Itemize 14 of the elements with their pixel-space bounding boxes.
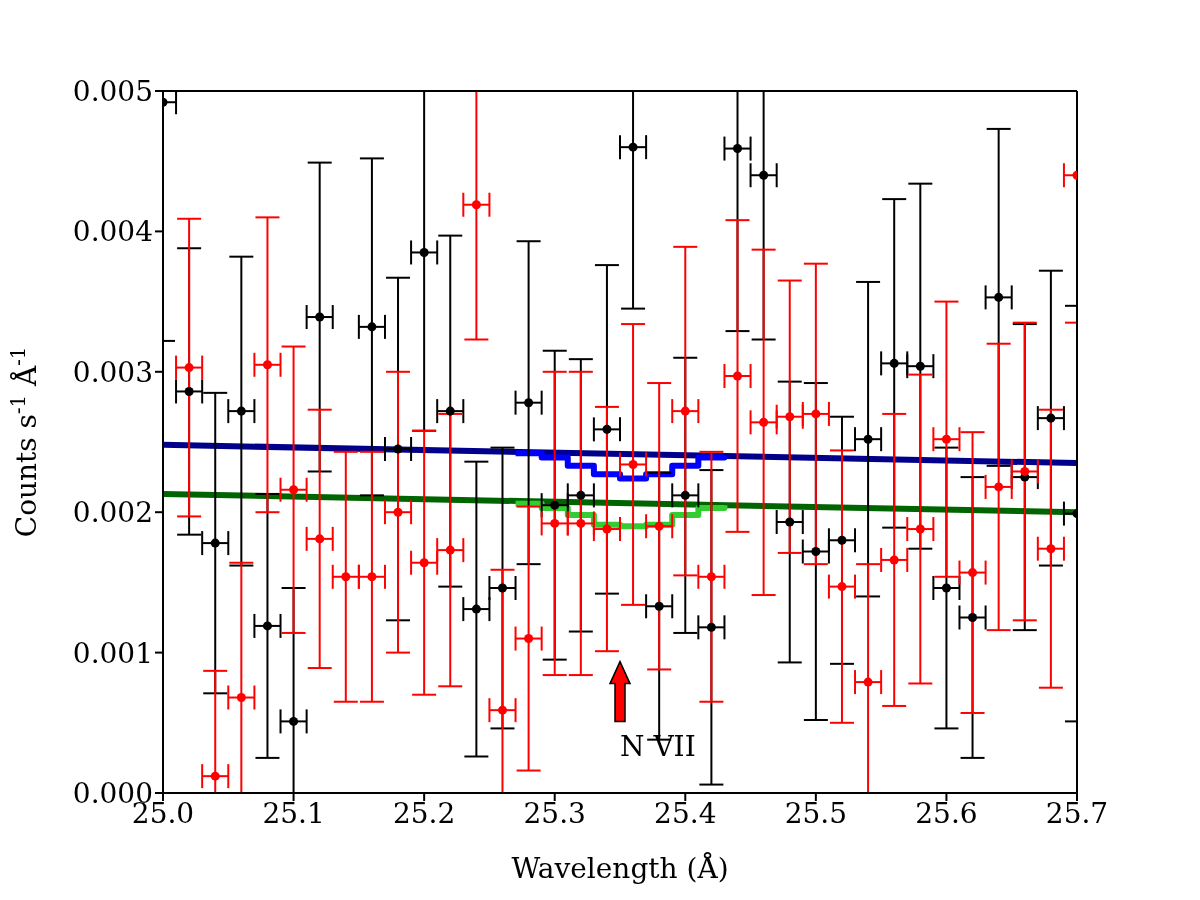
- y-tick-label: 0.002: [72, 496, 153, 530]
- y-tick-label: 0.001: [72, 636, 153, 670]
- x-tick-label: 25.5: [784, 796, 848, 830]
- y-tick-label: 0.004: [72, 215, 153, 249]
- annotation: N VII: [620, 729, 696, 763]
- x-tick-label: 25.3: [523, 796, 586, 830]
- y-tick-label: 0.005: [72, 74, 153, 108]
- y-tick-label: 0.003: [72, 355, 153, 389]
- x-axis-title: Wavelength (Å): [511, 852, 729, 885]
- x-tick-label: 25.1: [262, 796, 325, 830]
- x-tick-label: 25.4: [654, 796, 717, 830]
- x-tick-label: 25.6: [915, 796, 978, 830]
- x-tick-label: 25.7: [1045, 796, 1109, 830]
- x-tick-label: 25.2: [392, 796, 456, 830]
